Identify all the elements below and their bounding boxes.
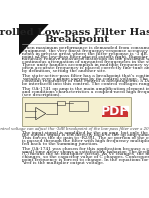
- Bar: [102, 106, 128, 117]
- Bar: [22, 97, 131, 126]
- Text: changes, so the capacitor value of C changes. Consequently, the break-: changes, so the capacitor value of C cha…: [22, 155, 149, 159]
- Text: DC-Controlled Low-pass Filter Has Variable: DC-Controlled Low-pass Filter Has Variab…: [0, 29, 149, 37]
- Text: A dc control voltage can adjust the -3dB breakpoint of the low-pass filter over : A dc control voltage can adjust the -3dB…: [0, 127, 149, 131]
- Text: (see description).: (see description).: [22, 93, 60, 97]
- Text: point frequency is forced to change. In the equations for the multiplier,: point frequency is forced to change. In …: [22, 158, 149, 162]
- Text: by definition, setting the another site.: by definition, setting the another site.: [22, 69, 106, 73]
- Text: variable over a range varying by its control voltage. The pass filter: variable over a range varying by its con…: [22, 76, 149, 81]
- Text: These unity handles accomplish in multiple frequency systems because: These unity handles accomplish in multip…: [22, 63, 149, 67]
- Text: continuous attenuation of unwanted frequencies in the stopband.: continuous attenuation of unwanted frequ…: [22, 60, 149, 64]
- Text: naturally remove measured distortion on the passband while yielding: naturally remove measured distortion on …: [22, 57, 149, 62]
- Text: Breakpoint: Breakpoint: [44, 35, 109, 44]
- Text: The input signal is amplified by the op amp, but only the dc portion of: The input signal is amplified by the op …: [22, 130, 149, 135]
- Text: equipment, the very finest frequency-response accuracy of compo-: equipment, the very finest frequency-res…: [22, 49, 149, 53]
- Text: When maximum performance is demanded from consumer-electronics: When maximum performance is demanded fro…: [22, 46, 149, 50]
- Bar: [69, 101, 88, 111]
- Polygon shape: [19, 24, 48, 55]
- Text: This forces the dc gain to -R2/R1. The ac portion of the output signal: This forces the dc gain to -R2/R1. The a…: [22, 136, 149, 140]
- Text: point of the low-pass filter placed cutoffs right. Biopolar breakpoints: point of the low-pass filter placed cuto…: [22, 55, 149, 59]
- Polygon shape: [123, 106, 128, 110]
- Bar: [57, 101, 65, 105]
- Text: and conditions characteristics a coupled-need high frequency response: and conditions characteristics a coupled…: [22, 90, 149, 94]
- Text: fed back to the summing junction.: fed back to the summing junction.: [22, 142, 98, 146]
- Text: constant regardless of that control is advantageous; a DAC can easily: constant regardless of that control is a…: [22, 79, 149, 83]
- Text: (C) means the ac multiplier circuit. As Vc changes, the multiplier gain: (C) means the ac multiplier circuit. As …: [22, 152, 149, 156]
- Text: nents in precise great where the filter response is -3 dB. The break-: nents in precise great where the filter …: [22, 52, 149, 56]
- Text: Vref is the multiplier output voltage.: Vref is the multiplier output voltage.: [22, 161, 104, 165]
- Text: often accurate frequency is placed correctly fine-tune and it is usually: often accurate frequency is placed corre…: [22, 66, 149, 70]
- Text: small time delay shows a satisfactory behavior. The feedback capacitor: small time delay shows a satisfactory be…: [22, 149, 149, 154]
- Text: PDF: PDF: [101, 105, 129, 118]
- Text: The OA-1741 op amp is the main amplification element in the circuit,: The OA-1741 op amp is the main amplifica…: [22, 87, 149, 91]
- Text: is passed through the filter with high frequency multiplier control is: is passed through the filter with high f…: [22, 139, 149, 143]
- Text: The OA-1741 was chosen for this application because a continuously: The OA-1741 was chosen for this applicat…: [22, 147, 149, 151]
- Text: The state-active-pass filter has a breakpoint that's continuously: The state-active-pass filter has a break…: [22, 74, 149, 78]
- Text: the output signal is fed directly back to the op amp summing junction.: the output signal is fed directly back t…: [22, 133, 149, 137]
- Text: be interfaced into this control. The control voltages range from 1 to 1.5 V.: be interfaced into this control. The con…: [22, 82, 149, 86]
